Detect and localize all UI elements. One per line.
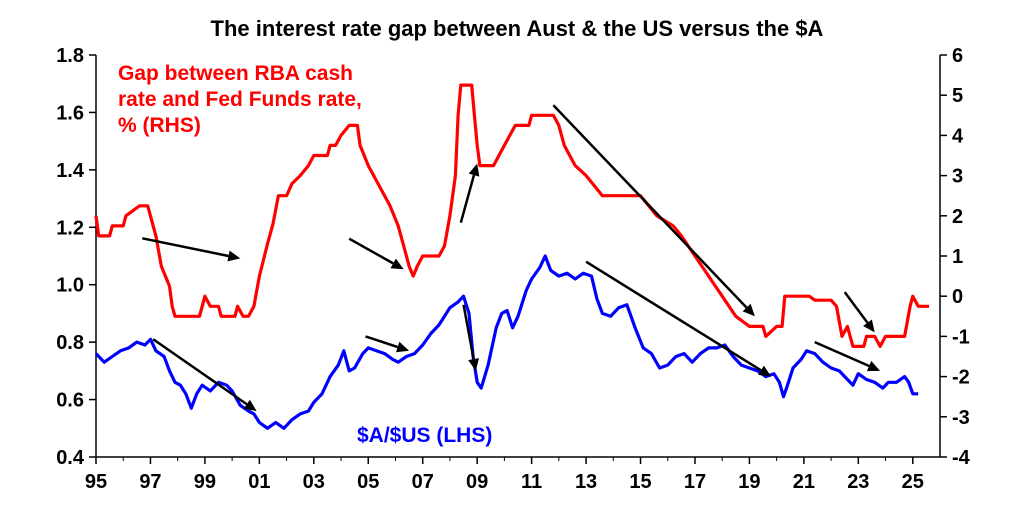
left-tick-label: 0.6 — [56, 390, 84, 412]
trend-arrows — [142, 104, 881, 412]
x-tick-label: 01 — [248, 471, 270, 493]
gap-annotation-line-3: % (RHS) — [118, 114, 201, 137]
right-tick-label: 1 — [952, 246, 963, 268]
right-tick-label: -4 — [952, 447, 971, 469]
aud-usd-series-line — [94, 254, 919, 430]
x-tick-label: 05 — [357, 471, 379, 493]
x-tick-label: 23 — [847, 471, 869, 493]
right-tick-label: 5 — [952, 85, 963, 107]
x-tick-label: 95 — [85, 471, 107, 493]
x-tick-label: 25 — [902, 471, 924, 493]
trend-arrow — [814, 340, 881, 372]
trend-arrow — [152, 338, 257, 412]
left-tick-label: 0.8 — [56, 332, 84, 354]
series-layer — [94, 83, 930, 430]
right-tick-label: -1 — [952, 326, 970, 348]
x-tick-label: 19 — [738, 471, 760, 493]
right-tick-label: 0 — [952, 286, 963, 308]
right-tick-label: 3 — [952, 166, 963, 188]
left-tick-label: 1.8 — [56, 45, 84, 67]
x-tick-label: 13 — [575, 471, 597, 493]
left-tick-label: 0.4 — [56, 447, 85, 469]
right-tick-label: 6 — [952, 45, 963, 67]
x-tick-label: 11 — [521, 471, 542, 493]
gap-annotation-line-2: rate and Fed Funds rate, — [118, 88, 362, 111]
right-y-axis: -4 -3 -2 -1 0 1 2 3 4 5 6 — [940, 45, 971, 469]
left-tick-label: 1.0 — [56, 275, 84, 297]
right-tick-label: 4 — [952, 125, 964, 147]
trend-arrow — [843, 291, 875, 333]
chart-title: The interest rate gap between Aust & the… — [211, 16, 824, 41]
x-tick-label: 17 — [684, 471, 706, 493]
left-tick-label: 1.4 — [56, 160, 85, 182]
trend-arrow — [365, 335, 410, 353]
aud-annotation: $A/$US (LHS) — [357, 424, 492, 447]
right-tick-label: -2 — [952, 367, 970, 389]
trend-arrow — [585, 260, 772, 377]
right-tick-label: 2 — [952, 206, 963, 228]
x-tick-label: 15 — [629, 471, 651, 493]
x-tick-label: 07 — [412, 471, 434, 493]
left-tick-label: 1.2 — [56, 217, 84, 239]
trend-arrow — [459, 163, 480, 223]
rate-gap-series-line — [94, 83, 930, 348]
trend-arrow — [552, 104, 755, 317]
right-tick-label: -3 — [952, 407, 970, 429]
trend-arrow — [142, 237, 241, 262]
x-tick-label: 03 — [303, 471, 325, 493]
x-axis: 95 97 99 01 03 05 07 09 11 13 15 17 19 21 23 25 — [85, 457, 924, 493]
left-y-axis: 0.4 0.6 0.8 1.0 1.2 1.4 1.6 1.8 — [56, 45, 96, 469]
x-tick-label: 99 — [194, 471, 216, 493]
gap-annotation-line-1: Gap between RBA cash — [118, 62, 353, 85]
x-tick-label: 09 — [466, 471, 488, 493]
trend-arrow — [348, 237, 404, 270]
x-tick-label: 97 — [139, 471, 161, 493]
trend-arrow — [462, 304, 479, 371]
left-tick-label: 1.6 — [56, 102, 84, 124]
x-tick-label: 21 — [793, 471, 815, 493]
